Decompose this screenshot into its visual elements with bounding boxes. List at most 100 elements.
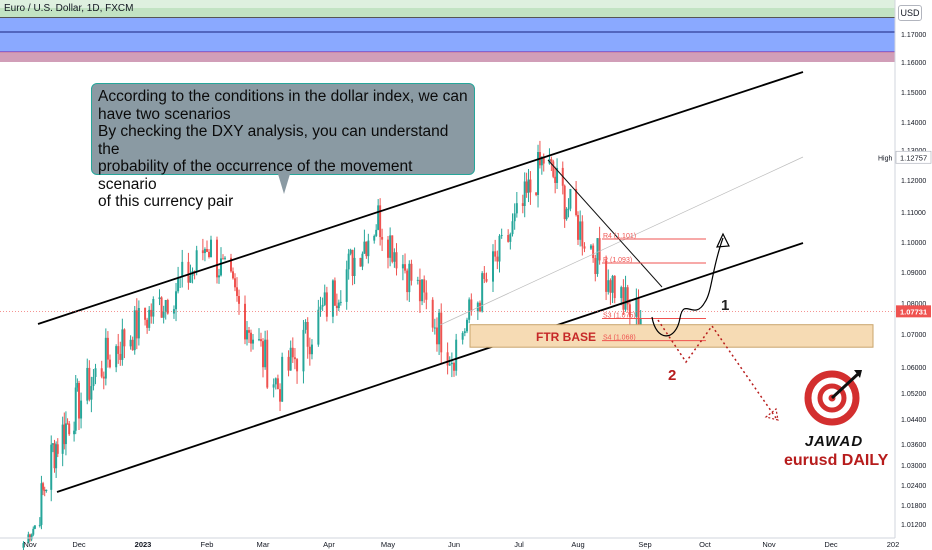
candle-body bbox=[74, 387, 77, 431]
candle-body bbox=[80, 400, 83, 419]
top-band-green-inner bbox=[0, 8, 895, 17]
candle-body bbox=[583, 246, 586, 249]
candle-body bbox=[76, 382, 79, 388]
pivot-label: S3 (1.075) bbox=[603, 313, 636, 320]
candle-body bbox=[88, 367, 91, 400]
candle-body bbox=[521, 203, 524, 206]
time-tick-label: Nov bbox=[762, 540, 776, 549]
candle-body bbox=[276, 378, 279, 390]
candle-body bbox=[86, 367, 89, 401]
channel-mid-line bbox=[439, 156, 804, 326]
candle-body bbox=[375, 229, 378, 236]
candle-body bbox=[234, 278, 236, 288]
candle-body bbox=[556, 167, 559, 183]
candle-body bbox=[238, 296, 240, 304]
callout-line: By checking the DXY analysis, you can un… bbox=[98, 123, 449, 158]
candle-body bbox=[565, 209, 568, 220]
price-tick-label: 1.15000 bbox=[901, 90, 926, 97]
candle-body bbox=[598, 238, 601, 261]
candle-body bbox=[90, 386, 93, 400]
candle-body bbox=[431, 299, 434, 328]
candle-body bbox=[177, 277, 180, 292]
candle-body bbox=[325, 292, 328, 317]
candle-body bbox=[203, 249, 206, 254]
candle-body bbox=[232, 271, 234, 279]
author-logo: JAWAD eurusd DAILY bbox=[784, 368, 888, 478]
candle-body bbox=[575, 188, 578, 216]
candle-body bbox=[236, 287, 238, 297]
candle-body bbox=[569, 188, 572, 209]
chart-title: Euro / U.S. Dollar, 1D, FXCM bbox=[4, 3, 134, 14]
candle-body bbox=[175, 291, 178, 310]
candle-body bbox=[102, 376, 105, 379]
candle-body bbox=[609, 280, 612, 293]
candle-body bbox=[550, 159, 553, 162]
candle-body bbox=[466, 319, 468, 332]
candle-body bbox=[50, 444, 53, 490]
candle-body bbox=[492, 251, 494, 282]
candle-body bbox=[306, 321, 309, 347]
price-tick-label: 1.10000 bbox=[901, 240, 926, 247]
candle-body bbox=[252, 339, 254, 344]
candle-body bbox=[423, 279, 426, 293]
candle-body bbox=[535, 192, 538, 195]
candle-body bbox=[433, 327, 436, 329]
candle-body bbox=[40, 483, 43, 525]
callout-line: have two scenarios bbox=[98, 105, 231, 123]
candle-body bbox=[589, 245, 592, 249]
currency-badge[interactable]: USD bbox=[898, 5, 922, 21]
candle-body bbox=[123, 329, 126, 347]
candle-body bbox=[250, 332, 252, 344]
candle-body bbox=[523, 181, 526, 206]
time-tick-label: Aug bbox=[571, 540, 584, 549]
target-icon bbox=[804, 370, 862, 426]
candle-body bbox=[446, 352, 449, 366]
candle-body bbox=[66, 423, 69, 425]
candle-body bbox=[453, 362, 455, 371]
candle-body bbox=[224, 257, 226, 259]
candle-body bbox=[100, 368, 103, 377]
candle-body bbox=[129, 339, 132, 347]
candle-body bbox=[628, 304, 631, 317]
downtrend-line bbox=[547, 159, 663, 288]
candle-body bbox=[152, 298, 155, 317]
time-tick-label: Jul bbox=[514, 540, 524, 549]
candle-body bbox=[563, 185, 566, 220]
candle-body bbox=[381, 237, 384, 240]
candle-body bbox=[319, 306, 322, 310]
candle-body bbox=[639, 319, 642, 327]
candle-body bbox=[266, 339, 269, 388]
candle-body bbox=[218, 275, 220, 278]
pivot-label: R (1.093) bbox=[603, 257, 632, 264]
candle-body bbox=[158, 297, 161, 299]
candle-body bbox=[133, 310, 136, 351]
candle-body bbox=[61, 424, 64, 454]
candle-body bbox=[509, 234, 512, 242]
candle-body bbox=[418, 279, 421, 302]
candle-body bbox=[470, 299, 473, 312]
candle-body bbox=[164, 299, 167, 312]
callout-line: probability of the occurrence of the mov… bbox=[98, 158, 413, 193]
price-tick-label: 1.01200 bbox=[901, 522, 926, 529]
time-tick-label: Dec bbox=[824, 540, 838, 549]
candle-body bbox=[379, 205, 382, 238]
scenario-1-label: 1 bbox=[721, 297, 729, 314]
candle-body bbox=[296, 359, 299, 372]
candle-body bbox=[27, 534, 30, 544]
candle-body bbox=[498, 235, 501, 262]
candle-body bbox=[542, 156, 545, 164]
candle-body bbox=[230, 257, 232, 272]
candle-body bbox=[289, 347, 292, 371]
candle-body bbox=[511, 221, 514, 235]
pivot-label: S4 (1.068) bbox=[603, 335, 636, 342]
candle-body bbox=[106, 337, 109, 360]
candle-body bbox=[552, 161, 555, 177]
candle-body bbox=[500, 234, 503, 236]
candle-body bbox=[579, 221, 582, 240]
channel-upper-line bbox=[37, 71, 804, 325]
candle-body bbox=[308, 346, 311, 355]
last-price-value: 1.07731 bbox=[900, 307, 927, 316]
candle-body bbox=[321, 304, 324, 307]
candle-body bbox=[479, 302, 481, 312]
